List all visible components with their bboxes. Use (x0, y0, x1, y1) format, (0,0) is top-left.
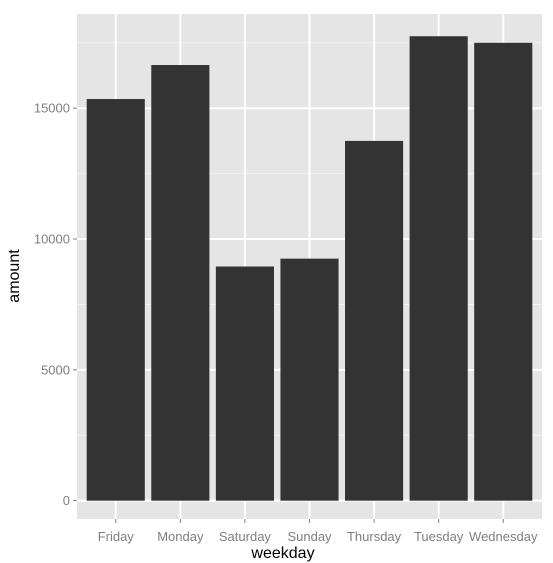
y-axis: 0 5000 10000 15000 (34, 101, 77, 508)
x-tick-label-monday: Monday (157, 529, 204, 544)
y-tick-label: 10000 (34, 232, 70, 247)
x-tick-label-friday: Friday (98, 529, 135, 544)
bar-tuesday (409, 36, 468, 501)
x-tick-label-saturday: Saturday (219, 529, 272, 544)
x-axis: Friday Monday Saturday Sunday Thursday Tuesda… (98, 519, 538, 544)
y-axis-title: amount (6, 249, 23, 303)
y-tick-label: 15000 (34, 101, 70, 116)
x-tick-label-thursday: Thursday (347, 529, 402, 544)
x-tick-label-sunday: Sunday (287, 529, 332, 544)
bar-saturday (215, 266, 274, 501)
bar-thursday (345, 140, 404, 501)
bar-sunday (280, 258, 339, 501)
bar-wednesday (474, 42, 533, 501)
x-tick-label-tuesday: Tuesday (414, 529, 464, 544)
y-tick-label: 0 (63, 493, 70, 508)
bar-monday (151, 65, 210, 501)
bar-friday (86, 99, 145, 501)
y-tick-label: 5000 (41, 362, 70, 377)
bars (86, 36, 533, 501)
x-tick-label-wednesday: Wednesday (469, 529, 538, 544)
x-axis-title: weekday (250, 545, 314, 562)
